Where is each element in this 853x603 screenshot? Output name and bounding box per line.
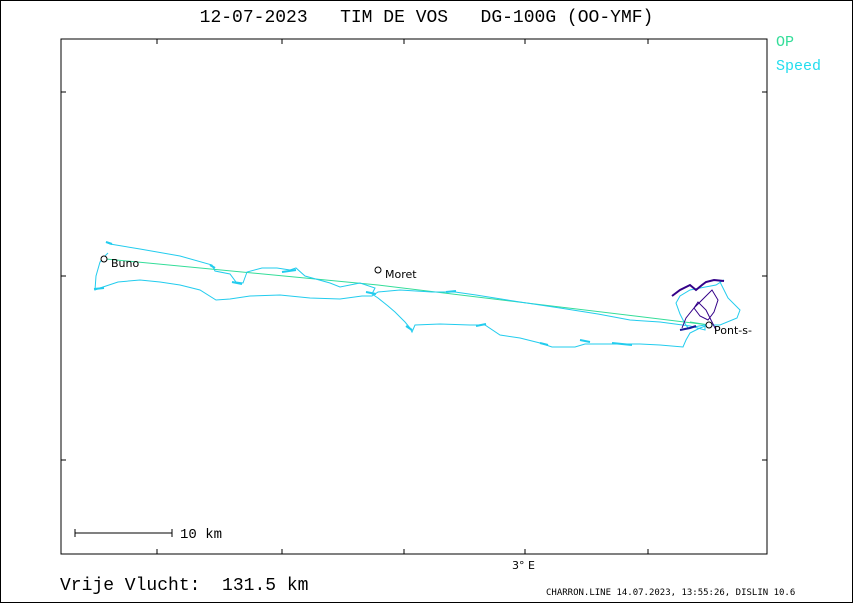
thermal-segment (475, 323, 487, 327)
thermal-segment (405, 325, 413, 331)
flight-track (94, 241, 741, 348)
place-pont: Pont-s- (705, 321, 752, 337)
place-buno: Buno (100, 255, 139, 270)
thermal-segment (671, 278, 725, 297)
longitude-label: 3° E (512, 559, 535, 572)
thermal-segment (105, 241, 113, 245)
thermal-segment (209, 264, 216, 269)
thermal-segment (539, 342, 549, 346)
scale-label: 10 km (180, 527, 222, 543)
flight-title: 12-07-2023 TIM DE VOS DG-100G (OO-YMF) (0, 8, 853, 28)
glider-id: DG-100G (OO-YMF) (480, 8, 654, 28)
thermal-segment (93, 287, 105, 290)
legend-op: OP (776, 34, 795, 51)
place-label: Buno (111, 257, 139, 270)
thermal-segment (579, 339, 591, 343)
waypoint-marker (100, 255, 108, 263)
flight-date: 12-07-2023 (199, 8, 308, 28)
waypoint-marker (374, 266, 382, 274)
waypoint-marker (705, 321, 713, 329)
axis-ticks (61, 39, 767, 554)
thermal-segment (611, 342, 633, 346)
credit-line: CHARRON.LINE 14.07.2023, 13:55:26, DISLI… (546, 588, 796, 598)
thermal-segment (445, 290, 457, 293)
thermal-segment (281, 269, 297, 273)
distance-value: 131.5 km (222, 576, 309, 596)
thermal-segment (679, 325, 697, 331)
scale-bar: 10 km (74, 527, 222, 543)
map-border (60, 38, 768, 555)
thermal-segment (681, 289, 719, 331)
thermal-segment (365, 291, 377, 295)
place-label: Pont-s- (714, 324, 752, 337)
pilot-name: TIM DE VOS (340, 8, 449, 28)
legend-speed: Speed (776, 58, 822, 75)
distance-label: Vrije Vlucht: (60, 576, 201, 596)
place-moret: Moret (374, 266, 417, 281)
thermal-segments (93, 241, 725, 346)
place-label: Moret (385, 268, 417, 281)
task-line (105, 258, 710, 326)
distance-summary: Vrije Vlucht: 131.5 km (60, 576, 308, 596)
thermal-segment (231, 281, 243, 285)
